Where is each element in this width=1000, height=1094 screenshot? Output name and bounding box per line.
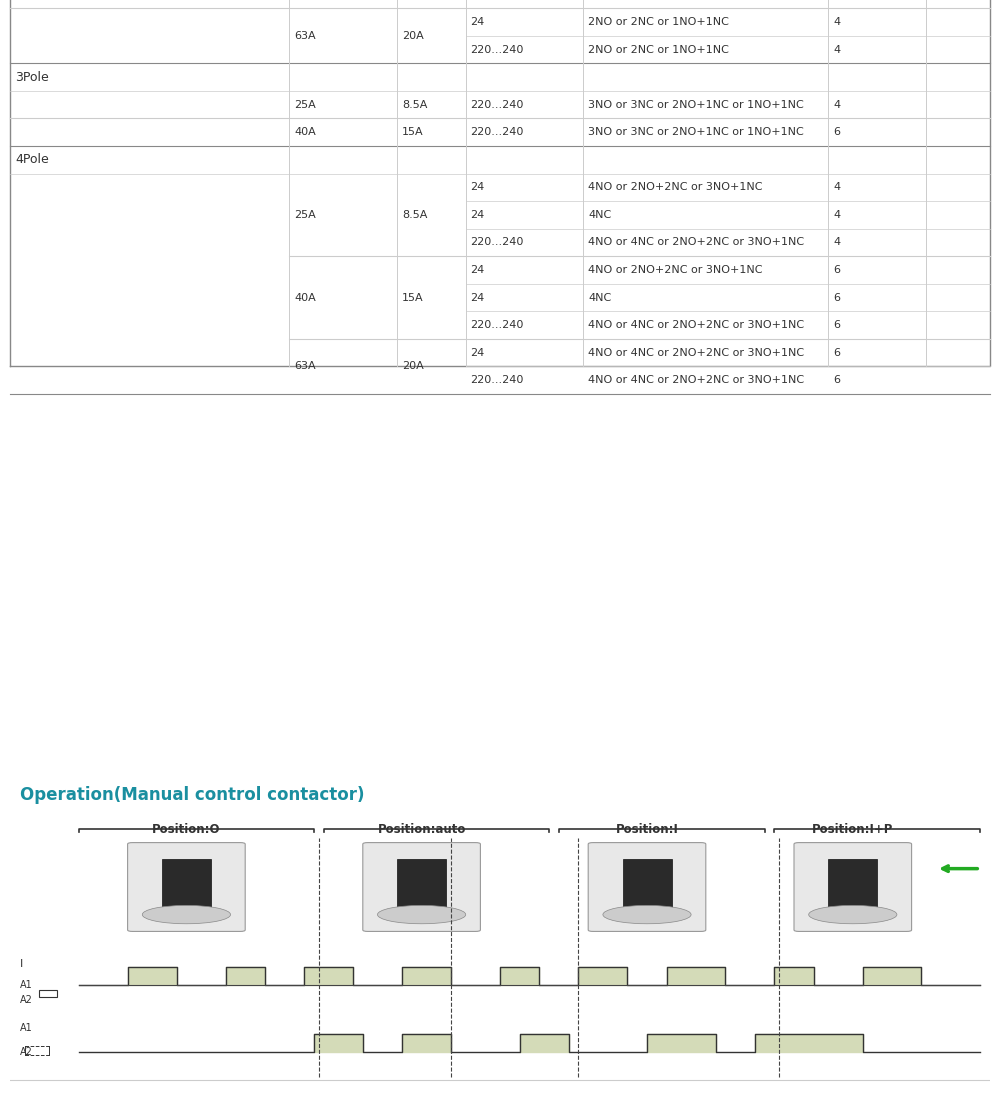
Text: 15A: 15A [402,127,424,137]
Bar [397,860,446,915]
Text: 63A: 63A [294,31,316,40]
Text: 220...240: 220...240 [471,45,524,55]
Text: 24: 24 [471,183,485,193]
Text: 3Pole: 3Pole [15,71,49,83]
Text: 4NO or 2NO+2NC or 3NO+1NC: 4NO or 2NO+2NC or 3NO+1NC [588,183,763,193]
Text: A2: A2 [20,1047,33,1058]
Text: 15A: 15A [402,292,424,303]
Text: 24: 24 [471,348,485,358]
FancyBboxPatch shape [128,842,245,931]
Ellipse shape [603,906,691,923]
Text: 4: 4 [833,100,840,109]
Text: 63A: 63A [294,361,316,372]
Text: 40A: 40A [294,292,316,303]
Text: 6: 6 [833,292,840,303]
Text: 4NO or 4NC or 2NO+2NC or 3NO+1NC: 4NO or 4NC or 2NO+2NC or 3NO+1NC [588,375,804,385]
Text: 6: 6 [833,321,840,330]
Text: 4Pole: 4Pole [15,153,49,166]
Text: 220...240: 220...240 [471,127,524,137]
Text: 4NC: 4NC [588,292,611,303]
Text: 24: 24 [471,210,485,220]
Text: Operation(Manual control contactor): Operation(Manual control contactor) [20,785,364,804]
Bar [39,990,57,998]
Text: 20A: 20A [402,31,424,40]
Text: 220...240: 220...240 [471,321,524,330]
Text: 40A: 40A [294,127,316,137]
Text: 25A: 25A [294,100,316,109]
Text: 4NO or 2NO+2NC or 3NO+1NC: 4NO or 2NO+2NC or 3NO+1NC [588,265,763,275]
Bar [622,860,672,915]
Text: 24: 24 [471,265,485,275]
Text: Position:I: Position:I [616,823,678,836]
Text: 3NO or 3NC or 2NO+1NC or 1NO+1NC: 3NO or 3NC or 2NO+1NC or 1NO+1NC [588,100,804,109]
FancyBboxPatch shape [588,842,706,931]
Text: 4NO or 4NC or 2NO+2NC or 3NO+1NC: 4NO or 4NC or 2NO+2NC or 3NO+1NC [588,348,804,358]
Text: 20A: 20A [402,361,424,372]
Text: 6: 6 [833,348,840,358]
Text: Position:I+P: Position:I+P [812,823,893,836]
Text: Position:O: Position:O [152,823,221,836]
Text: 4NO or 4NC or 2NO+2NC or 3NO+1NC: 4NO or 4NC or 2NO+2NC or 3NO+1NC [588,321,804,330]
Text: 4NO or 4NC or 2NO+2NC or 3NO+1NC: 4NO or 4NC or 2NO+2NC or 3NO+1NC [588,237,804,247]
Text: 2NO or 2NC or 1NO+1NC: 2NO or 2NC or 1NO+1NC [588,45,729,55]
Ellipse shape [809,906,897,923]
Text: 24: 24 [471,292,485,303]
Text: A1: A1 [20,980,33,990]
Text: 6: 6 [833,265,840,275]
Text: 4: 4 [833,210,840,220]
Ellipse shape [377,906,466,923]
Text: 4: 4 [833,18,840,27]
Bar [828,860,877,915]
Text: 220...240: 220...240 [471,375,524,385]
Text: 2NO or 2NC or 1NO+1NC: 2NO or 2NC or 1NO+1NC [588,18,729,27]
Text: 24: 24 [471,18,485,27]
Text: 8.5A: 8.5A [402,100,427,109]
Text: 4: 4 [833,183,840,193]
Text: 4: 4 [833,45,840,55]
Text: Position:auto: Position:auto [377,823,466,836]
Ellipse shape [142,906,230,923]
Text: 6: 6 [833,127,840,137]
Text: 3NO or 3NC or 2NO+1NC or 1NO+1NC: 3NO or 3NC or 2NO+1NC or 1NO+1NC [588,127,804,137]
FancyBboxPatch shape [794,842,912,931]
FancyBboxPatch shape [363,842,480,931]
Text: 4: 4 [833,237,840,247]
Bar [162,860,211,915]
Text: I: I [20,958,23,968]
Text: 4NC: 4NC [588,210,611,220]
Text: A2: A2 [20,996,33,1005]
Text: 25A: 25A [294,210,316,220]
Text: 220...240: 220...240 [471,100,524,109]
Text: 220...240: 220...240 [471,237,524,247]
Text: iCT contactor, with manually-operated: iCT contactor, with manually-operated [20,23,348,37]
Text: 8.5A: 8.5A [402,210,427,220]
Text: 6: 6 [833,375,840,385]
Text: A1: A1 [20,1023,33,1033]
